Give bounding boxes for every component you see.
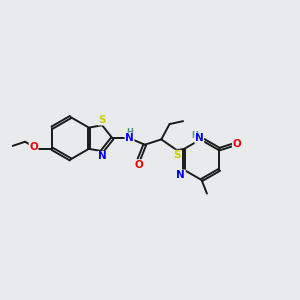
Text: N: N [125, 133, 134, 143]
Text: N: N [98, 152, 106, 161]
Text: O: O [232, 140, 241, 149]
Text: O: O [134, 160, 143, 170]
Text: N: N [195, 133, 204, 143]
Text: H: H [192, 131, 199, 140]
Text: O: O [29, 142, 38, 152]
Text: S: S [173, 150, 181, 160]
Text: N: N [176, 170, 185, 180]
Text: H: H [126, 128, 133, 137]
Text: S: S [98, 115, 106, 125]
